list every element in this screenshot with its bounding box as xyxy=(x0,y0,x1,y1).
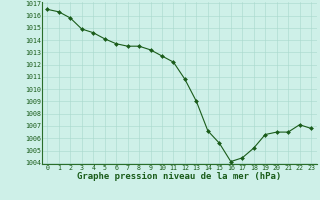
X-axis label: Graphe pression niveau de la mer (hPa): Graphe pression niveau de la mer (hPa) xyxy=(77,172,281,181)
